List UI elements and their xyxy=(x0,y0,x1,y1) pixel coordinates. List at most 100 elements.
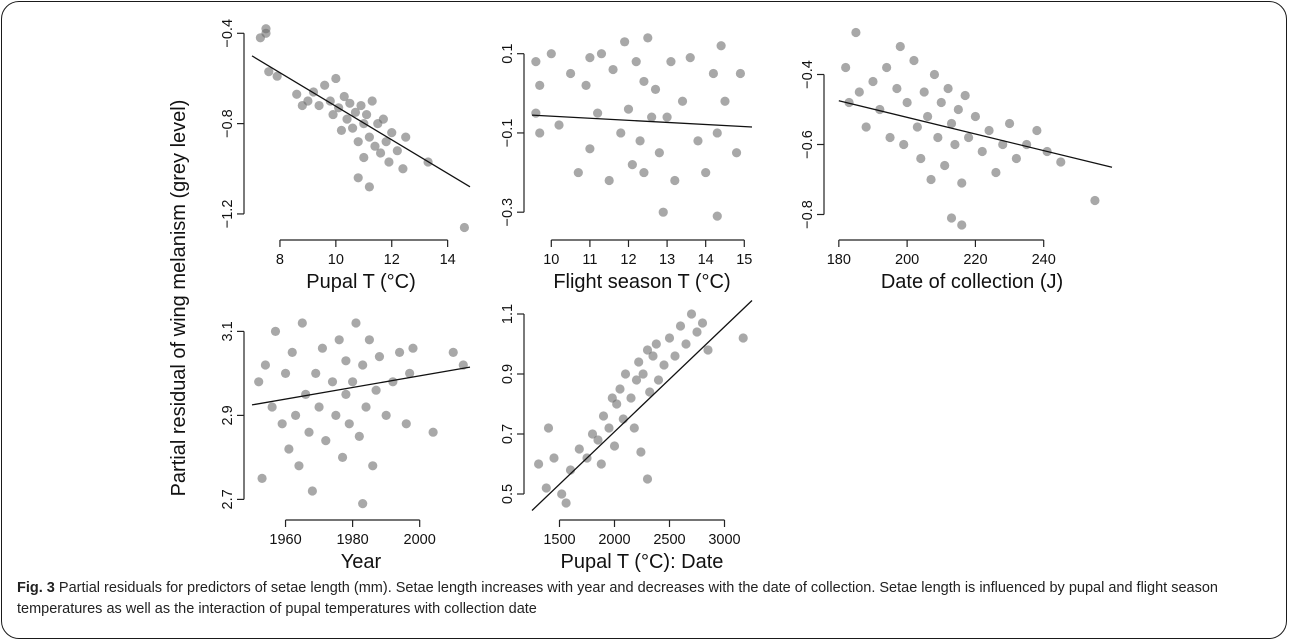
data-point xyxy=(371,385,381,395)
data-point xyxy=(731,148,742,158)
data-point xyxy=(267,402,277,412)
data-point xyxy=(635,136,645,146)
x-axis-title: Year xyxy=(341,551,382,573)
x-tick-label: 2000 xyxy=(598,532,630,548)
data-point xyxy=(885,132,895,143)
data-point xyxy=(929,69,940,80)
x-tick-label: 3000 xyxy=(708,532,740,548)
x-axis-title: Flight season T (°C) xyxy=(553,271,730,293)
data-point xyxy=(361,109,372,120)
data-point xyxy=(933,132,943,143)
data-point xyxy=(325,96,335,106)
x-axis-title: Date of collection (J) xyxy=(881,271,1063,293)
regression-line xyxy=(251,366,471,406)
x-tick-label: 180 xyxy=(827,252,851,268)
y-tick-label: 0.9 xyxy=(500,364,516,384)
data-point xyxy=(1032,125,1042,136)
data-point xyxy=(708,68,719,79)
data-point xyxy=(311,368,321,378)
x-tick-label: 1980 xyxy=(336,532,368,548)
x-tick-label: 8 xyxy=(276,252,284,268)
data-point xyxy=(598,411,609,421)
data-point xyxy=(697,318,708,328)
data-point xyxy=(387,128,397,138)
data-point xyxy=(401,419,411,429)
figure-caption: Fig. 3 Partial residuals for predictors … xyxy=(17,578,1267,620)
caption-label: Fig. 3 xyxy=(17,580,55,596)
data-point xyxy=(953,104,963,115)
y-tick-label: 2.7 xyxy=(220,489,236,509)
data-point xyxy=(854,87,864,97)
data-point xyxy=(643,33,653,43)
data-point xyxy=(960,90,970,101)
data-point xyxy=(587,429,598,439)
data-point xyxy=(1011,153,1021,164)
data-point xyxy=(260,360,271,370)
data-point xyxy=(612,399,622,409)
y-tick-label: −1.2 xyxy=(220,200,236,229)
data-point xyxy=(963,132,974,143)
data-point xyxy=(358,499,368,509)
shared-y-axis-label: Partial residual of wing melanism (grey … xyxy=(168,100,190,497)
data-point xyxy=(1056,157,1066,167)
data-point xyxy=(348,123,358,133)
data-point xyxy=(662,112,672,122)
data-point xyxy=(272,71,282,81)
data-point xyxy=(639,76,649,87)
data-point xyxy=(257,473,267,483)
data-point xyxy=(648,351,658,361)
data-point xyxy=(531,108,541,118)
data-point xyxy=(923,111,933,122)
data-point xyxy=(401,132,411,142)
data-point xyxy=(292,89,302,99)
x-tick-label: 15 xyxy=(736,252,752,268)
data-point xyxy=(627,160,637,170)
data-point xyxy=(280,368,291,378)
data-point xyxy=(320,80,330,90)
data-point xyxy=(549,453,559,463)
data-point xyxy=(354,431,364,441)
data-point xyxy=(270,326,281,336)
data-point xyxy=(615,384,625,394)
data-point xyxy=(629,423,639,433)
data-point xyxy=(912,122,922,132)
y-tick-label: −0.3 xyxy=(500,198,516,227)
data-point xyxy=(543,423,554,433)
data-point xyxy=(353,173,363,183)
data-point xyxy=(946,213,957,223)
data-point xyxy=(364,132,374,142)
data-point xyxy=(342,114,352,124)
y-tick-label: −0.8 xyxy=(220,109,236,138)
data-point xyxy=(334,335,344,345)
data-point xyxy=(892,83,902,94)
y-tick-label: 0.1 xyxy=(500,44,516,64)
data-point xyxy=(693,136,703,146)
data-point xyxy=(604,175,614,186)
data-point xyxy=(314,402,324,412)
data-point xyxy=(1090,195,1100,206)
data-point xyxy=(620,369,631,379)
data-point xyxy=(636,447,646,457)
data-point xyxy=(370,141,380,151)
data-point xyxy=(345,98,355,108)
data-point xyxy=(977,146,987,157)
x-tick-label: 14 xyxy=(698,252,714,268)
data-point xyxy=(317,343,328,353)
data-point xyxy=(408,343,418,353)
x-tick-label: 200 xyxy=(895,252,919,268)
data-point xyxy=(565,68,576,79)
x-tick-label: 1960 xyxy=(269,532,301,548)
x-tick-label: 12 xyxy=(620,252,636,268)
data-point xyxy=(367,96,377,106)
data-point xyxy=(686,309,697,319)
data-point xyxy=(651,339,661,349)
data-point xyxy=(909,55,919,66)
data-point xyxy=(561,498,571,508)
data-point xyxy=(356,100,366,111)
data-point xyxy=(654,148,664,158)
regression-line xyxy=(251,55,471,188)
data-point xyxy=(368,461,378,471)
data-point xyxy=(626,393,636,403)
data-point xyxy=(712,128,722,138)
data-point xyxy=(666,57,676,67)
